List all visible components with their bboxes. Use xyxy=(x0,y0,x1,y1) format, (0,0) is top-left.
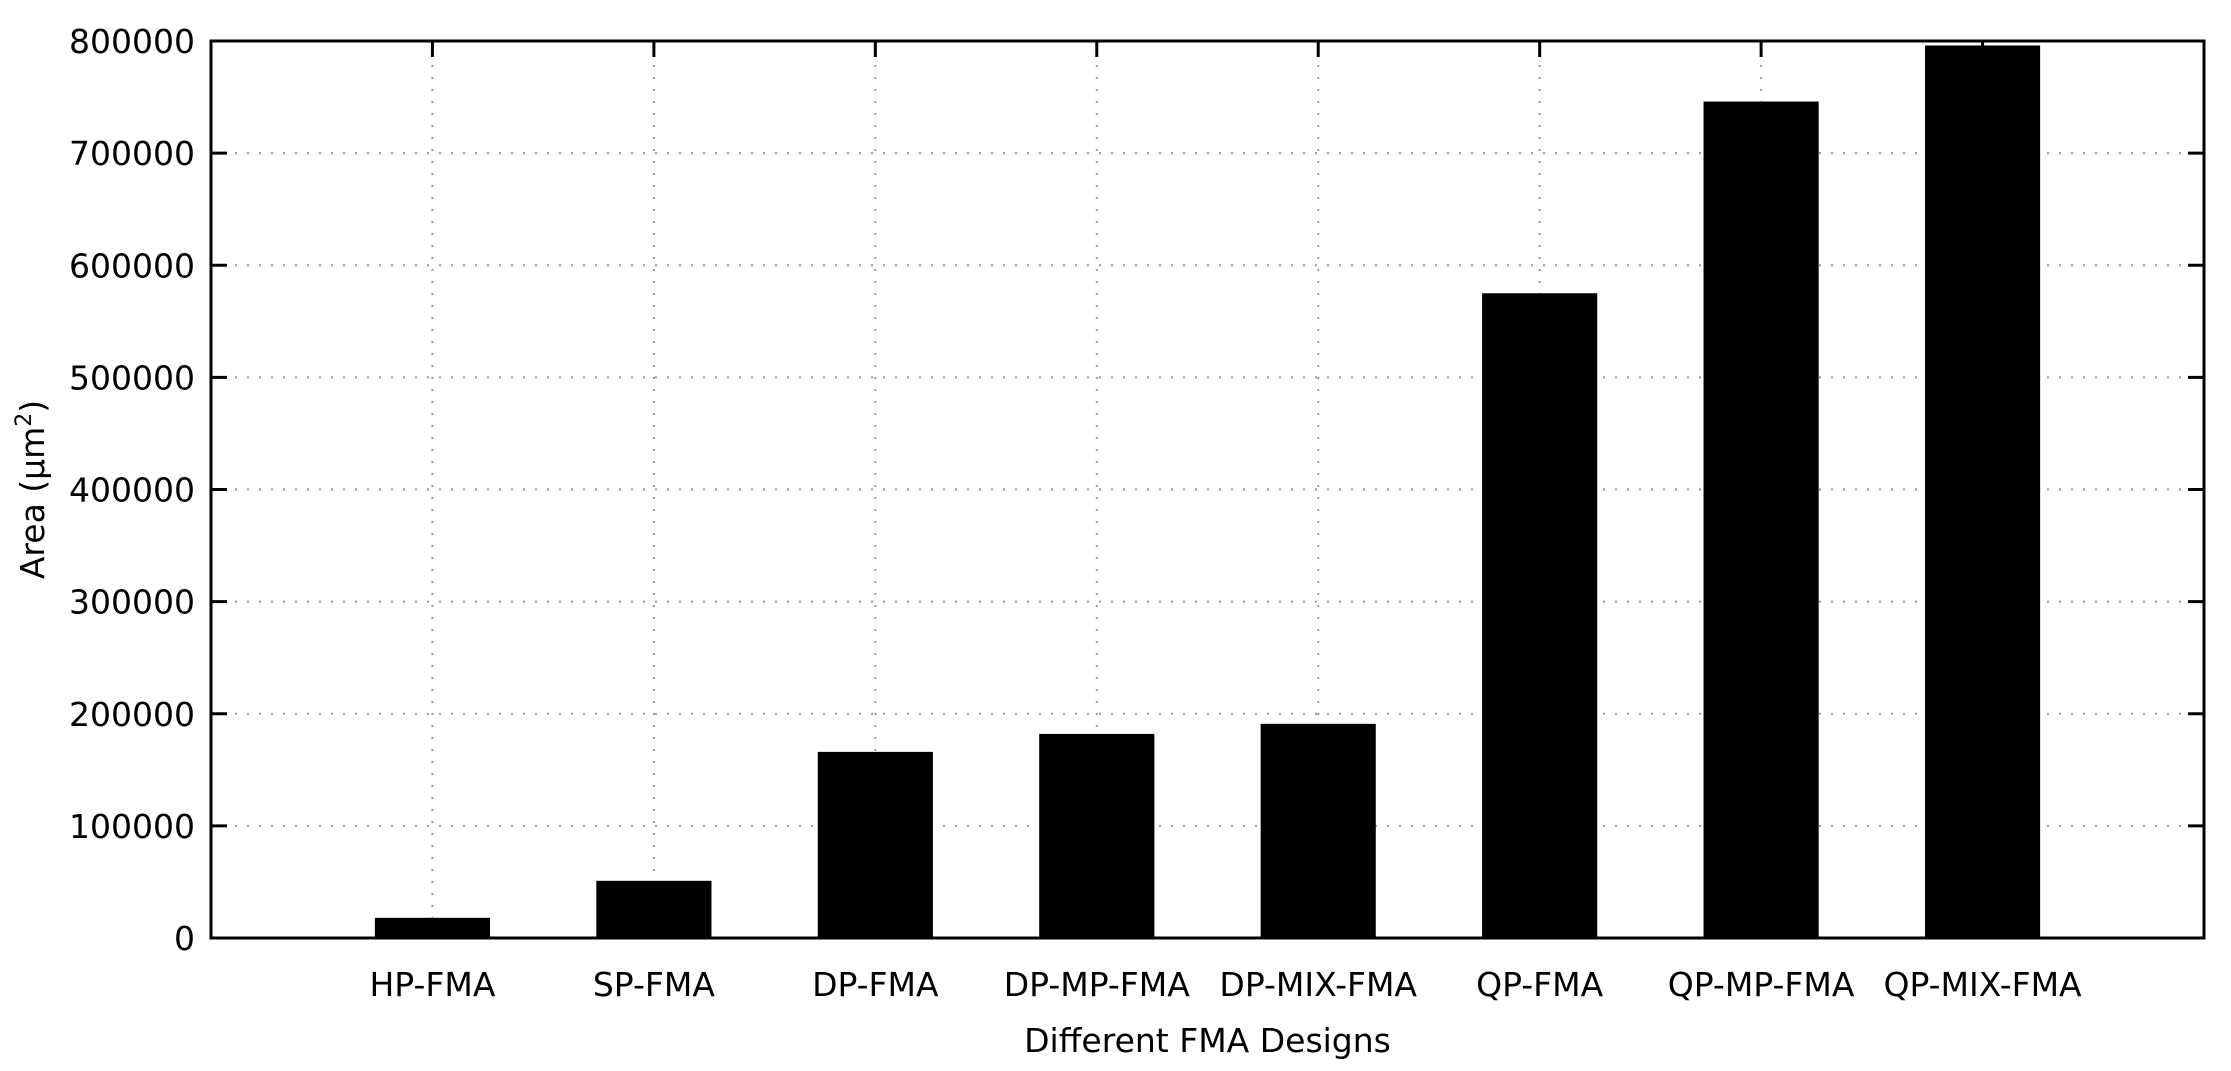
y-tick-label: 100000 xyxy=(69,807,195,846)
bars-layer xyxy=(374,45,2041,939)
grid-layer xyxy=(211,41,2204,938)
x-tick-label: HP-FMA xyxy=(369,965,495,1004)
y-tick-label: 300000 xyxy=(69,583,195,622)
labels-layer: 0 100000 200000 300000 400000 500000 600000 700… xyxy=(69,22,2082,1004)
bar-qp-fma xyxy=(1482,293,1598,938)
x-tick-label: QP-FMA xyxy=(1476,965,1604,1004)
y-tick-label: 600000 xyxy=(69,246,195,285)
y-tick-label: 0 xyxy=(174,919,195,958)
x-tick-label: SP-FMA xyxy=(593,965,715,1004)
x-tick-label: QP-MP-FMA xyxy=(1668,965,1855,1004)
ticks-layer xyxy=(211,39,2204,940)
y-tick-label: 800000 xyxy=(69,22,195,61)
y-axis-title-superscript: 2 xyxy=(12,413,37,427)
x-tick-label: DP-MIX-FMA xyxy=(1219,965,1417,1004)
bar-dp-fma xyxy=(817,751,933,938)
y-axis-title: Area (µm2) xyxy=(12,400,52,579)
y-tick-label: 400000 xyxy=(69,471,195,510)
x-axis-title: Different FMA Designs xyxy=(1024,1021,1391,1060)
x-tick-label: DP-FMA xyxy=(812,965,939,1004)
bar-qp-mix-fma xyxy=(1924,45,2041,939)
x-tick-label: DP-MP-FMA xyxy=(1004,965,1191,1004)
bar-qp-mp-fma xyxy=(1703,101,1819,939)
y-tick-label: 200000 xyxy=(69,695,195,734)
y-tick-label: 500000 xyxy=(69,358,195,397)
y-tick-label: 700000 xyxy=(69,134,195,173)
bar-dp-mp-fma xyxy=(1039,733,1155,938)
x-tick-label: QP-MIX-FMA xyxy=(1883,965,2082,1004)
bar-dp-mix-fma xyxy=(1260,723,1376,938)
y-axis-title-main: Area (µm xyxy=(13,427,52,579)
y-axis-title-suffix: ) xyxy=(13,400,52,413)
